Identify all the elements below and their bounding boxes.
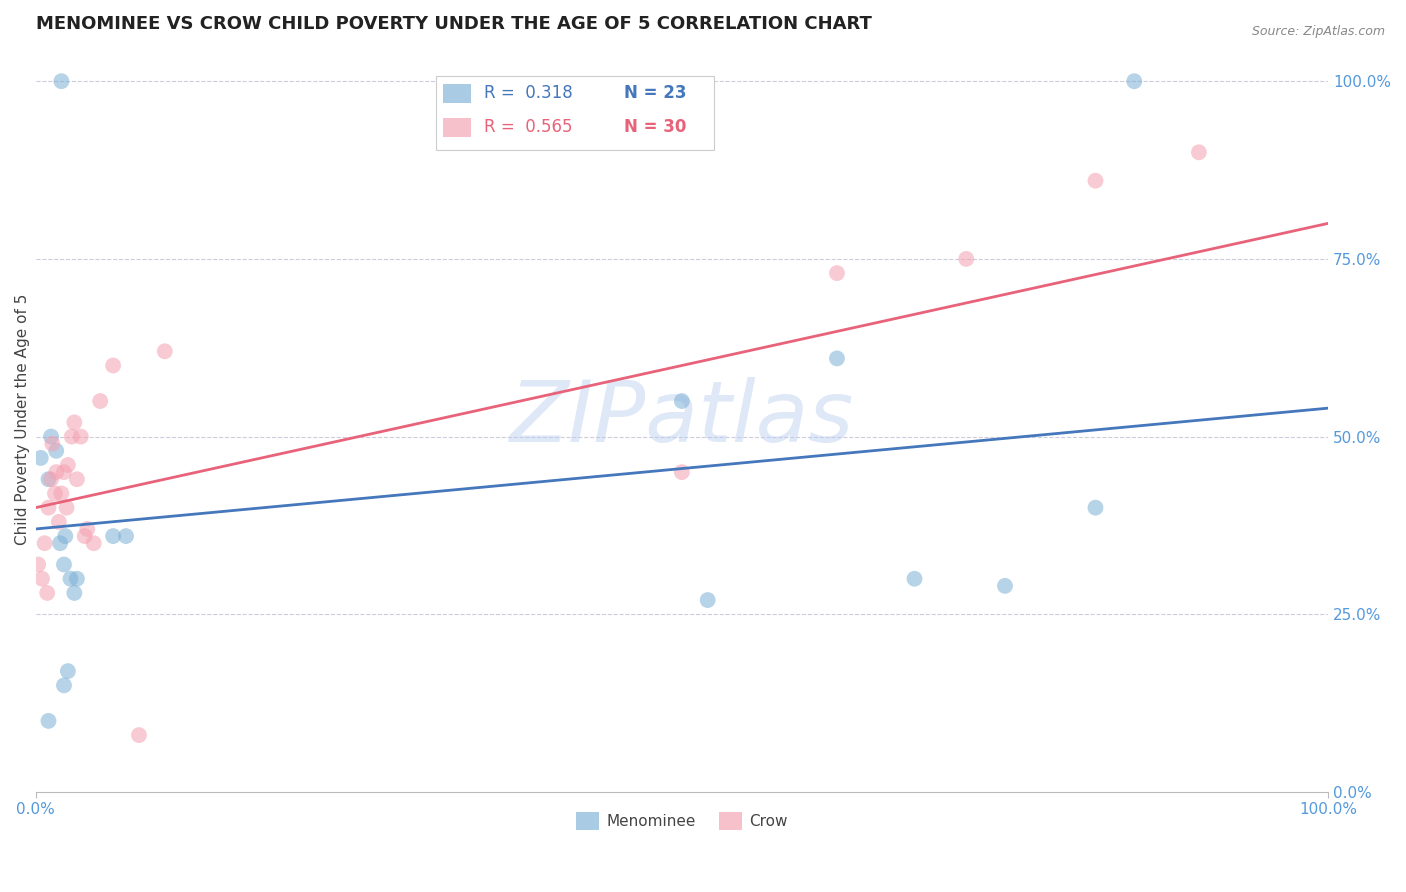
Point [30,450,52,465]
FancyBboxPatch shape [436,76,714,150]
Point [825,351,848,366]
Text: Source: ZipAtlas.com: Source: ZipAtlas.com [1251,25,1385,38]
Point [45,465,67,479]
Legend: Menominee, Crow: Menominee, Crow [569,805,794,837]
Y-axis label: Child Poverty Under the Age of 5: Child Poverty Under the Age of 5 [15,293,30,544]
Point [903,572,925,586]
Point [66,572,89,586]
Point [37,714,59,728]
Point [34,536,56,550]
Point [55,500,77,515]
Point [63,416,86,430]
Point [825,266,848,280]
Point [39,472,62,486]
Point [53,529,76,543]
Point [31,572,53,586]
Point [45,443,67,458]
Point [83,536,105,550]
Point [63,586,86,600]
Point [41,436,63,450]
Text: ZIPatlas: ZIPatlas [510,377,853,460]
Point [51,74,73,88]
Point [44,486,66,500]
Point [56,664,79,678]
Point [671,465,693,479]
Point [955,252,977,266]
Point [37,586,59,600]
Point [76,522,98,536]
Text: N = 23: N = 23 [624,85,686,103]
Point [101,529,124,543]
Point [994,579,1017,593]
Point [56,458,79,472]
Point [69,429,91,443]
Point [89,394,111,409]
Point [671,394,693,409]
Text: R =  0.318: R = 0.318 [484,85,572,103]
Point [1123,74,1146,88]
Point [115,529,138,543]
Point [128,728,150,742]
Point [66,472,89,486]
Point [153,344,176,359]
Text: MENOMINEE VS CROW CHILD POVERTY UNDER THE AGE OF 5 CORRELATION CHART: MENOMINEE VS CROW CHILD POVERTY UNDER TH… [35,15,872,33]
FancyBboxPatch shape [443,85,471,103]
Point [37,472,59,486]
Point [51,486,73,500]
Text: R =  0.565: R = 0.565 [484,118,572,136]
Point [696,593,718,607]
Point [27,558,49,572]
Point [48,515,70,529]
Point [101,359,124,373]
Point [53,558,76,572]
Point [49,536,72,550]
Point [53,678,76,692]
Point [1188,145,1211,160]
Point [73,529,96,543]
Point [53,465,76,479]
Point [39,429,62,443]
FancyBboxPatch shape [443,118,471,136]
Point [60,429,83,443]
Point [1084,500,1107,515]
Point [59,572,82,586]
Text: N = 30: N = 30 [624,118,686,136]
Point [1084,174,1107,188]
Point [37,500,59,515]
